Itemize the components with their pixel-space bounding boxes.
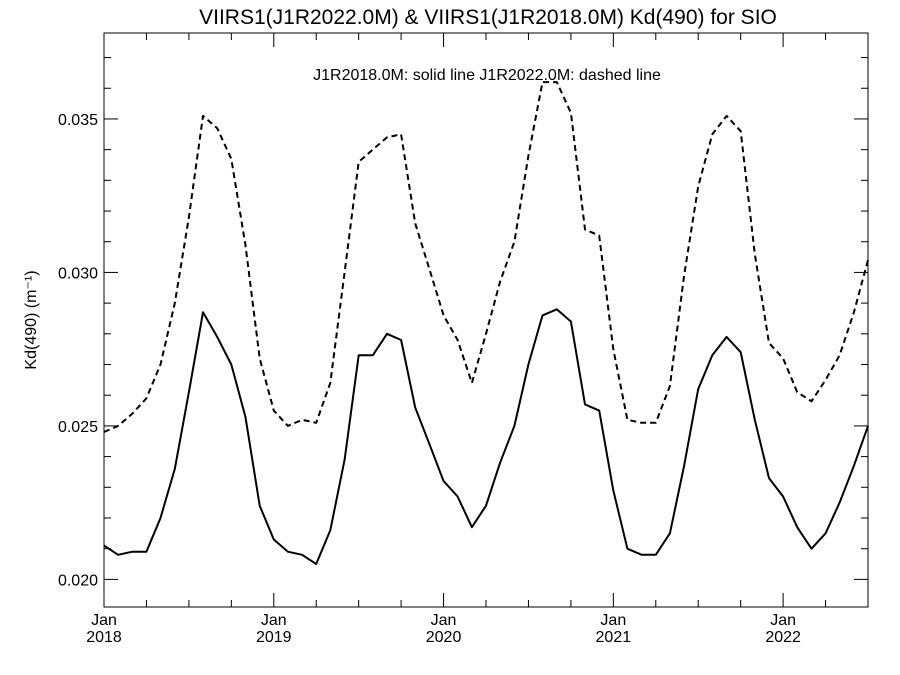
x-tick-label-month: Jan (261, 612, 287, 629)
plot-frame (103, 32, 869, 608)
x-tick-label-year: 2019 (256, 629, 292, 646)
x-tick-label-year: 2018 (86, 629, 122, 646)
x-tick-label-year: 2022 (765, 629, 801, 646)
series-line-j1r2018-0m (103, 308, 869, 565)
x-minor-ticks (145, 33, 869, 607)
x-tick-label-month: Jan (770, 612, 796, 629)
x-tick-label-month: Jan (600, 612, 626, 629)
x-tick-label-year: 2021 (596, 629, 632, 646)
y-axis-ticks: 0.020 0.025 0.030 0.035 (58, 112, 868, 589)
y-tick-label: 0.020 (58, 572, 98, 589)
series-line-j1r2022-0m (103, 81, 869, 433)
y-tick-label: 0.035 (58, 112, 98, 129)
x-tick-label-year: 2020 (426, 629, 462, 646)
y-tick-label: 0.030 (58, 265, 98, 282)
series-layer (103, 81, 869, 565)
y-axis-label: Kd(490) (m⁻¹) (23, 270, 40, 369)
x-tick-label-month: Jan (431, 612, 457, 629)
x-tick-label-month: Jan (91, 612, 117, 629)
y-minor-ticks (104, 57, 868, 550)
y-tick-label: 0.025 (58, 419, 98, 436)
chart-title: VIIRS1(J1R2022.0M) & VIIRS1(J1R2018.0M) … (199, 6, 777, 29)
legend-annotation: J1R2018.0M: solid line J1R2022.0M: dashe… (313, 67, 661, 84)
